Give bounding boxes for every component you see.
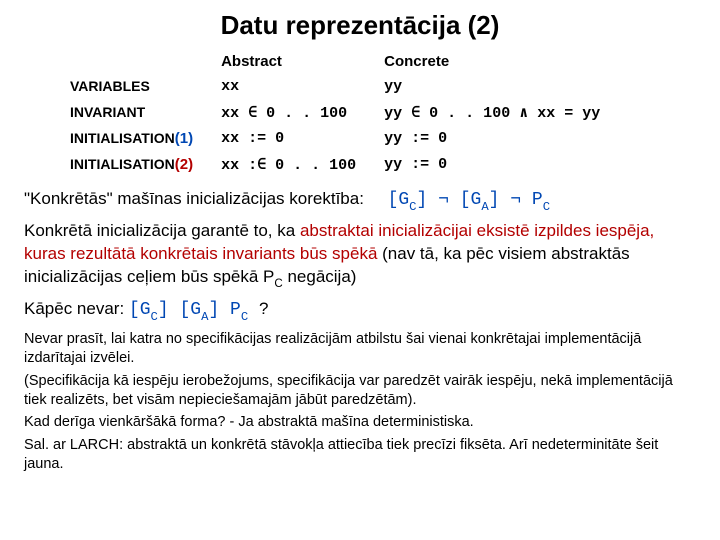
header-abstract: Abstract [215, 49, 378, 74]
table-row: INITIALISATION(2) xx :∈ 0 . . 100 yy := … [64, 151, 622, 178]
spec-table: Abstract Concrete VARIABLES xx yy INVARI… [64, 49, 622, 178]
table-row: VARIABLES xx yy [64, 74, 622, 99]
row-label: INITIALISATION [70, 130, 175, 146]
slide-root: Datu reprezentācija (2) Abstract Concret… [0, 0, 720, 540]
header-blank [64, 49, 215, 74]
why-not-line: Kāpēc nevar: [GC] [GA] PC ? [24, 298, 696, 324]
row-label: INITIALISATION [70, 156, 175, 172]
note-para-1: Nevar prasīt, lai katra no specifikācija… [24, 330, 696, 368]
correctness-formula: [GC] ¬ [GA] ¬ PC [388, 190, 550, 210]
guarantee-text-a: Konkrētā inicializācija garantē to, ka [24, 221, 300, 240]
correctness-text: "Konkrētās" mašīnas inicializācijas kore… [24, 189, 364, 208]
row-index-1: (1) [175, 130, 193, 147]
header-concrete: Concrete [378, 49, 622, 74]
note-para-2: (Specifikācija kā iespēju ierobežojums, … [24, 372, 696, 410]
why-not-formula: [GC] [GA] PC [129, 300, 259, 320]
note-para-4: Sal. ar LARCH: abstraktā un konkrētā stā… [24, 436, 696, 474]
cell-abstract: xx [215, 74, 378, 99]
why-not-text: Kāpēc nevar: [24, 299, 124, 318]
row-label: INVARIANT [70, 104, 145, 120]
correctness-line: "Konkrētās" mašīnas inicializācijas kore… [24, 188, 696, 214]
cell-concrete: yy := 0 [378, 126, 622, 151]
table-row: INITIALISATION(1) xx := 0 yy := 0 [64, 126, 622, 151]
cell-concrete: yy := 0 [378, 151, 622, 178]
why-not-q: ? [259, 299, 268, 318]
row-index-2: (2) [175, 156, 193, 173]
table-header-row: Abstract Concrete [64, 49, 622, 74]
note-para-3: Kad derīga vienkāršākā forma? - Ja abstr… [24, 413, 696, 432]
slide-title: Datu reprezentācija (2) [24, 10, 696, 41]
cell-concrete: yy ∈ 0 . . 100 ∧ xx = yy [378, 99, 622, 126]
cell-abstract: xx := 0 [215, 126, 378, 151]
table-row: INVARIANT xx ∈ 0 . . 100 yy ∈ 0 . . 100 … [64, 99, 622, 126]
cell-abstract: xx :∈ 0 . . 100 [215, 151, 378, 178]
cell-concrete: yy [378, 74, 622, 99]
guarantee-text-d: negācija) [283, 267, 357, 286]
guarantee-p-sub: C [274, 278, 282, 290]
cell-abstract: xx ∈ 0 . . 100 [215, 99, 378, 126]
row-label: VARIABLES [70, 78, 150, 94]
guarantee-paragraph: Konkrētā inicializācija garantē to, ka a… [24, 220, 696, 292]
